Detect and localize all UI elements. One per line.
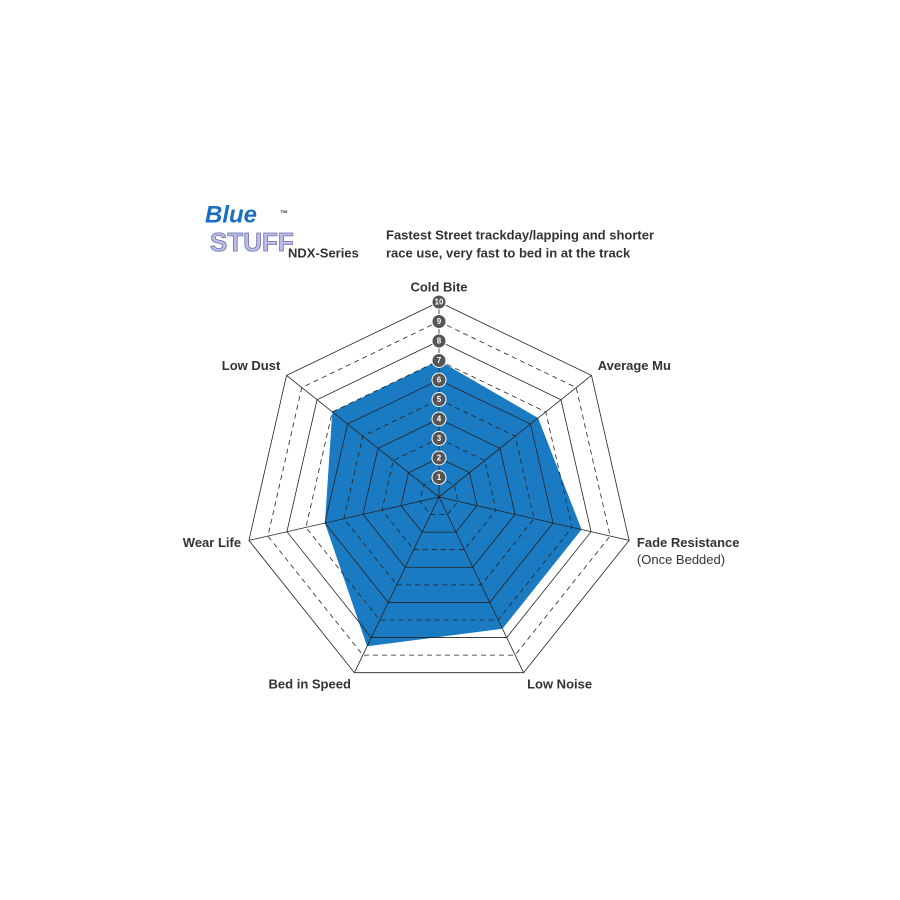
tick-badge: [431, 431, 447, 446]
spoke: [438, 375, 592, 498]
category-label: Fade Resistance: [637, 535, 740, 550]
grid-ring: [305, 360, 573, 621]
category-label: Wear Life: [183, 535, 241, 550]
category-label: Cold Bite: [410, 279, 467, 294]
tick-badge: [431, 392, 447, 407]
tick-badge: [431, 411, 447, 427]
tick-label: 6: [437, 376, 442, 385]
tick-label: 2: [437, 454, 442, 463]
chart-title: NDX-Series: [288, 245, 359, 260]
tick-label: 9: [437, 317, 442, 326]
tick-label: 1: [437, 473, 442, 482]
tick-label: 4: [437, 415, 442, 424]
spoke: [438, 496, 630, 541]
tick-badge: [431, 372, 447, 388]
tick-label: 5: [437, 395, 442, 404]
tick-label: 7: [437, 356, 442, 365]
grid-ring: [400, 457, 478, 533]
tick-badge: [431, 450, 447, 466]
tick-badge: [431, 353, 447, 368]
spoke: [286, 375, 440, 498]
logo-blue: Blue: [205, 201, 257, 228]
grid-ring: [362, 418, 516, 568]
tick-badge: [431, 294, 447, 310]
subtitle: race use, very fast to bed in at the tra…: [386, 245, 631, 260]
tick-badge: [431, 314, 447, 329]
category-label: Low Noise: [527, 677, 592, 692]
tick-label: 10: [435, 298, 444, 307]
tick-badge: [431, 470, 447, 485]
grid-ring: [324, 379, 554, 603]
tick-label: 8: [437, 337, 442, 346]
tick-label: 3: [437, 434, 442, 443]
data-area: [324, 360, 582, 647]
spoke: [438, 496, 524, 673]
grid-ring: [267, 321, 611, 656]
grid-ring: [419, 477, 459, 515]
logo-stuff: STUFF: [210, 227, 294, 257]
category-label: Bed in Speed: [269, 677, 351, 692]
tick-badge: [431, 333, 447, 349]
spoke: [248, 496, 440, 541]
grid-ring: [286, 340, 592, 638]
spoke: [354, 496, 440, 673]
grid-ring: [248, 301, 630, 674]
subtitle: Fastest Street trackday/lapping and shor…: [386, 227, 654, 242]
category-label: Average Mu: [598, 358, 671, 373]
category-label: Low Dust: [222, 358, 281, 373]
logo-tm: ™: [280, 209, 288, 218]
annotation: (Once Bedded): [637, 552, 725, 567]
